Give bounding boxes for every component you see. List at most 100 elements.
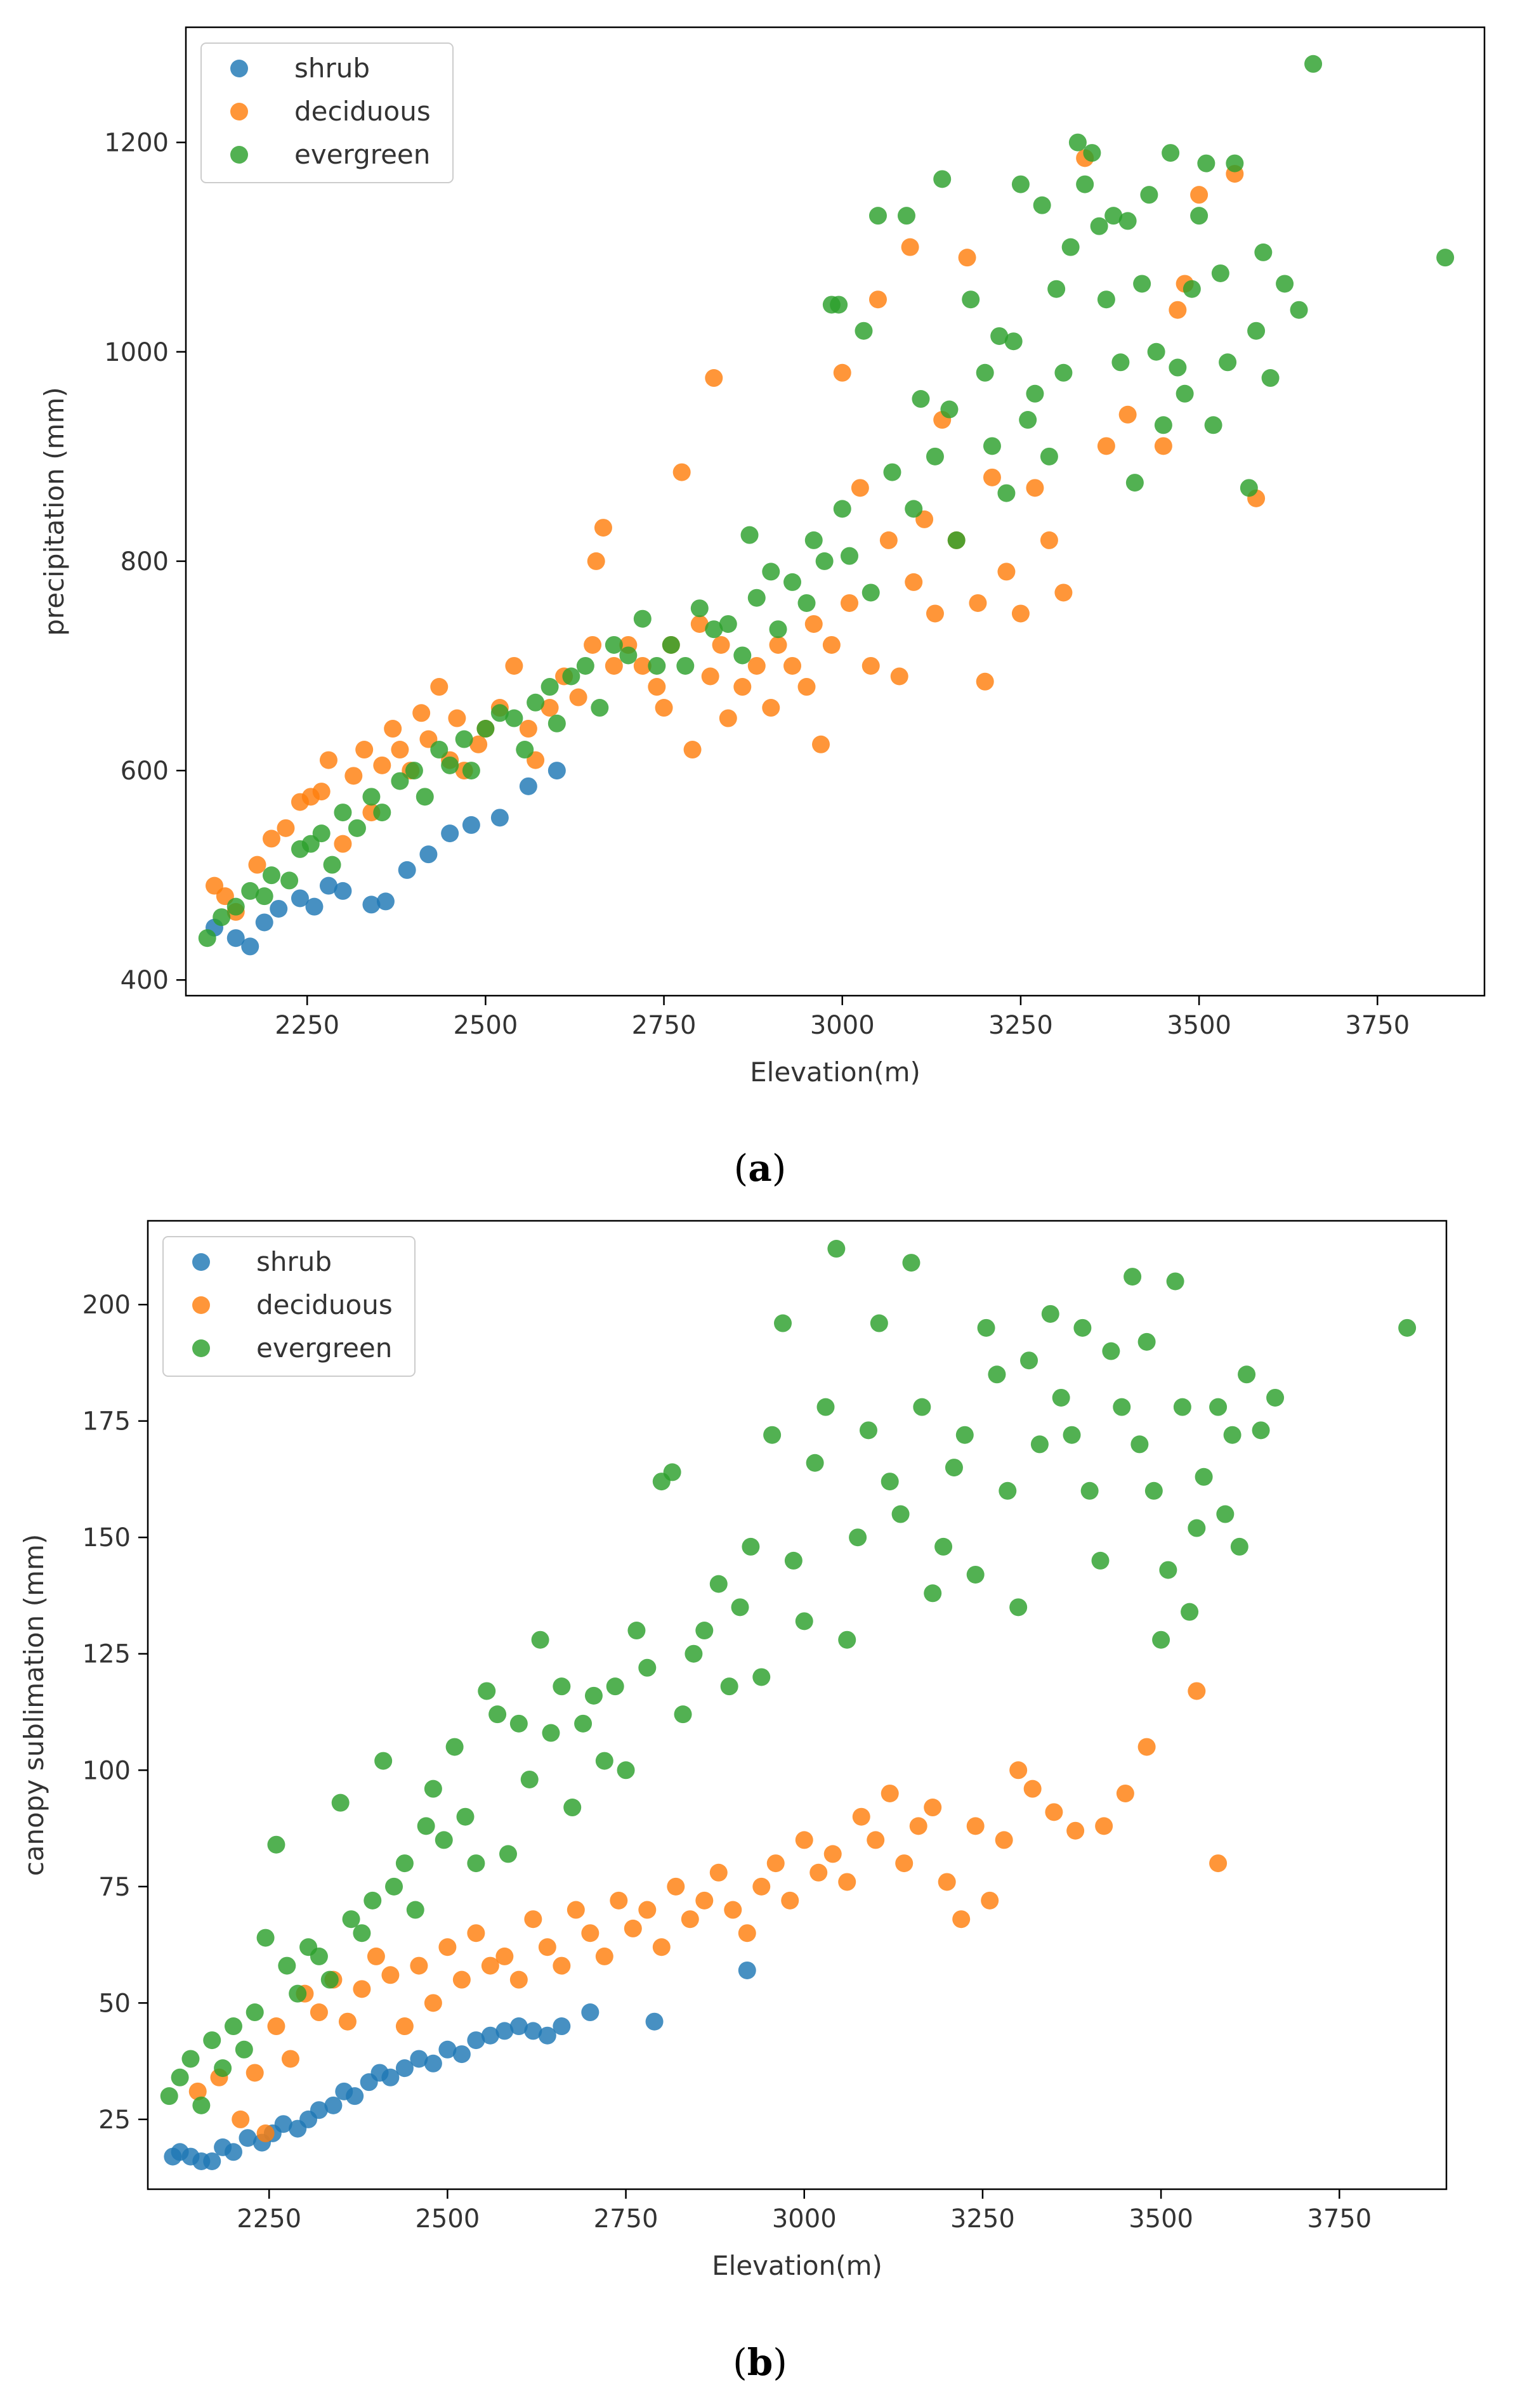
evergreen-point-b-96 <box>1166 1272 1184 1291</box>
deciduous-point-a-86 <box>1190 186 1209 204</box>
evergreen-point-a-54 <box>855 322 873 340</box>
evergreen-point-a-89 <box>1140 186 1158 204</box>
evergreen-point-b-99 <box>1188 1519 1206 1537</box>
deciduous-point-a-59 <box>840 594 858 612</box>
shrub-point-b-20 <box>395 2059 414 2078</box>
deciduous-point-a-50 <box>747 656 766 675</box>
evergreen-point-a-2 <box>226 897 245 916</box>
deciduous-point-b-55 <box>981 1891 999 1910</box>
deciduous-point-a-10 <box>334 835 352 853</box>
deciduous-point-a-4 <box>262 830 280 848</box>
y-tick-label-b-4: 125 <box>82 1640 131 1669</box>
evergreen-point-a-32 <box>605 635 623 654</box>
deciduous-point-b-65 <box>1209 1854 1228 1873</box>
x-tick-label-a-5: 3500 <box>1167 1011 1231 1040</box>
legend-label-deciduous-b: deciduous <box>256 1289 393 1320</box>
evergreen-point-b-16 <box>331 1793 350 1812</box>
evergreen-point-a-39 <box>705 620 723 639</box>
deciduous-point-b-56 <box>995 1831 1013 1849</box>
evergreen-point-b-4 <box>203 2031 221 2050</box>
evergreen-point-a-10 <box>323 856 341 874</box>
evergreen-point-b-87 <box>1091 1551 1110 1570</box>
evergreen-point-a-61 <box>926 447 944 465</box>
evergreen-point-a-23 <box>490 704 509 722</box>
deciduous-point-b-29 <box>610 1891 628 1910</box>
evergreen-point-a-47 <box>797 594 816 612</box>
evergreen-point-b-36 <box>542 1724 560 1742</box>
deciduous-point-a-71 <box>958 249 976 267</box>
evergreen-point-a-60 <box>912 390 930 408</box>
deciduous-point-a-49 <box>733 678 752 696</box>
evergreen-point-b-102 <box>1216 1505 1235 1523</box>
deciduous-point-a-60 <box>851 479 869 497</box>
evergreen-point-a-52 <box>833 500 851 518</box>
deciduous-point-b-34 <box>681 1910 699 1929</box>
deciduous-point-a-40 <box>655 699 673 717</box>
evergreen-point-a-25 <box>516 741 534 759</box>
evergreen-point-a-77 <box>1054 363 1073 382</box>
evergreen-point-a-76 <box>1047 280 1066 298</box>
deciduous-point-a-79 <box>1054 583 1073 602</box>
evergreen-point-b-70 <box>913 1398 931 1416</box>
deciduous-point-a-3 <box>248 856 266 874</box>
evergreen-point-a-56 <box>868 207 887 225</box>
deciduous-point-b-40 <box>766 1854 785 1873</box>
evergreen-point-a-101 <box>1226 154 1244 172</box>
deciduous-point-b-58 <box>1023 1780 1042 1798</box>
deciduous-point-b-23 <box>524 1910 542 1929</box>
evergreen-point-a-45 <box>769 620 787 639</box>
deciduous-point-a-27 <box>505 656 523 675</box>
evergreen-point-a-71 <box>1011 175 1030 193</box>
deciduous-point-a-56 <box>812 735 830 753</box>
deciduous-point-a-33 <box>584 635 602 654</box>
evergreen-point-a-0 <box>198 929 216 947</box>
evergreen-point-a-12 <box>348 819 366 837</box>
evergreen-point-a-106 <box>1276 275 1294 293</box>
evergreen-point-a-16 <box>405 762 423 780</box>
y-tick-label-b-6: 175 <box>82 1407 131 1436</box>
evergreen-point-b-89 <box>1113 1398 1131 1416</box>
evergreen-point-a-62 <box>933 170 952 188</box>
evergreen-point-a-103 <box>1247 322 1266 340</box>
evergreen-point-b-17 <box>342 1910 360 1929</box>
evergreen-point-b-86 <box>1080 1481 1099 1500</box>
evergreen-point-b-76 <box>977 1318 995 1337</box>
deciduous-point-b-5 <box>267 2017 285 2036</box>
evergreen-point-a-44 <box>762 563 780 581</box>
evergreen-point-a-34 <box>633 609 652 628</box>
evergreen-point-b-73 <box>945 1459 963 1477</box>
deciduous-point-b-15 <box>410 1956 428 1975</box>
deciduous-point-a-82 <box>1118 405 1137 424</box>
deciduous-point-b-6 <box>281 2050 299 2068</box>
panel-label-a: (a) <box>734 1147 787 1190</box>
evergreen-point-a-41 <box>733 646 752 665</box>
y-tick-label-a-3: 1000 <box>104 338 169 367</box>
evergreen-point-b-69 <box>902 1254 921 1272</box>
evergreen-point-b-20 <box>374 1752 393 1770</box>
evergreen-point-a-6 <box>280 871 299 890</box>
deciduous-point-a-58 <box>833 363 851 382</box>
deciduous-point-a-53 <box>783 656 802 675</box>
deciduous-point-a-51 <box>762 699 780 717</box>
evergreen-point-b-45 <box>638 1658 657 1677</box>
legend-marker-evergreen-b <box>192 1339 210 1357</box>
evergreen-point-a-91 <box>1154 416 1172 434</box>
evergreen-point-b-108 <box>1398 1318 1417 1337</box>
evergreen-point-a-13 <box>362 788 381 806</box>
evergreen-point-a-40 <box>719 615 737 633</box>
evergreen-point-b-39 <box>574 1714 593 1733</box>
evergreen-point-a-109 <box>1436 249 1455 267</box>
deciduous-point-a-11 <box>344 767 363 785</box>
deciduous-point-a-76 <box>1011 604 1030 623</box>
evergreen-point-b-57 <box>774 1314 792 1332</box>
deciduous-point-b-42 <box>795 1831 813 1849</box>
evergreen-point-a-9 <box>312 824 331 843</box>
deciduous-point-b-21 <box>495 1947 514 1965</box>
deciduous-point-a-12 <box>355 741 374 759</box>
evergreen-point-b-44 <box>627 1622 646 1640</box>
x-tick-label-a-4: 3250 <box>988 1011 1053 1040</box>
deciduous-point-a-84 <box>1169 301 1187 319</box>
deciduous-point-a-75 <box>997 563 1016 581</box>
evergreen-point-a-73 <box>1026 384 1044 403</box>
evergreen-point-b-55 <box>752 1668 771 1686</box>
